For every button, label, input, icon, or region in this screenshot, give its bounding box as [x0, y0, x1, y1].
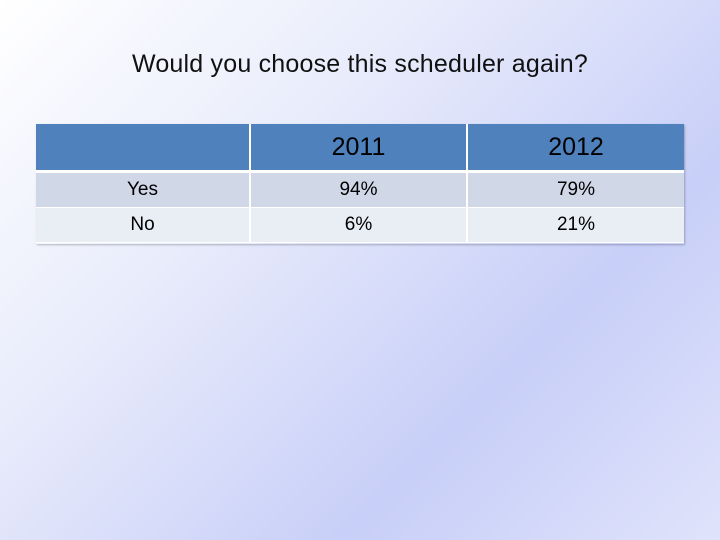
- results-table: 2011 2012 Yes 94% 79% No 6% 21%: [36, 124, 684, 244]
- table-header-row: 2011 2012: [36, 124, 684, 173]
- cell-yes-2012: 79%: [467, 171, 684, 208]
- cell-no-2012: 21%: [467, 207, 684, 243]
- header-cell-2012: 2012: [467, 124, 684, 173]
- row-label-no: No: [36, 207, 251, 243]
- table-row-no: No 6% 21%: [36, 207, 684, 243]
- slide-title: Would you choose this scheduler again?: [131, 50, 589, 78]
- table-grid: 2011 2012 Yes 94% 79% No 6% 21%: [36, 124, 684, 243]
- cell-no-2011: 6%: [250, 207, 468, 243]
- table-row-yes: Yes 94% 79%: [36, 171, 684, 208]
- header-cell-2011: 2011: [250, 124, 468, 173]
- cell-yes-2011: 94%: [250, 171, 468, 208]
- header-cell-label: [36, 124, 251, 173]
- row-label-yes: Yes: [36, 171, 251, 208]
